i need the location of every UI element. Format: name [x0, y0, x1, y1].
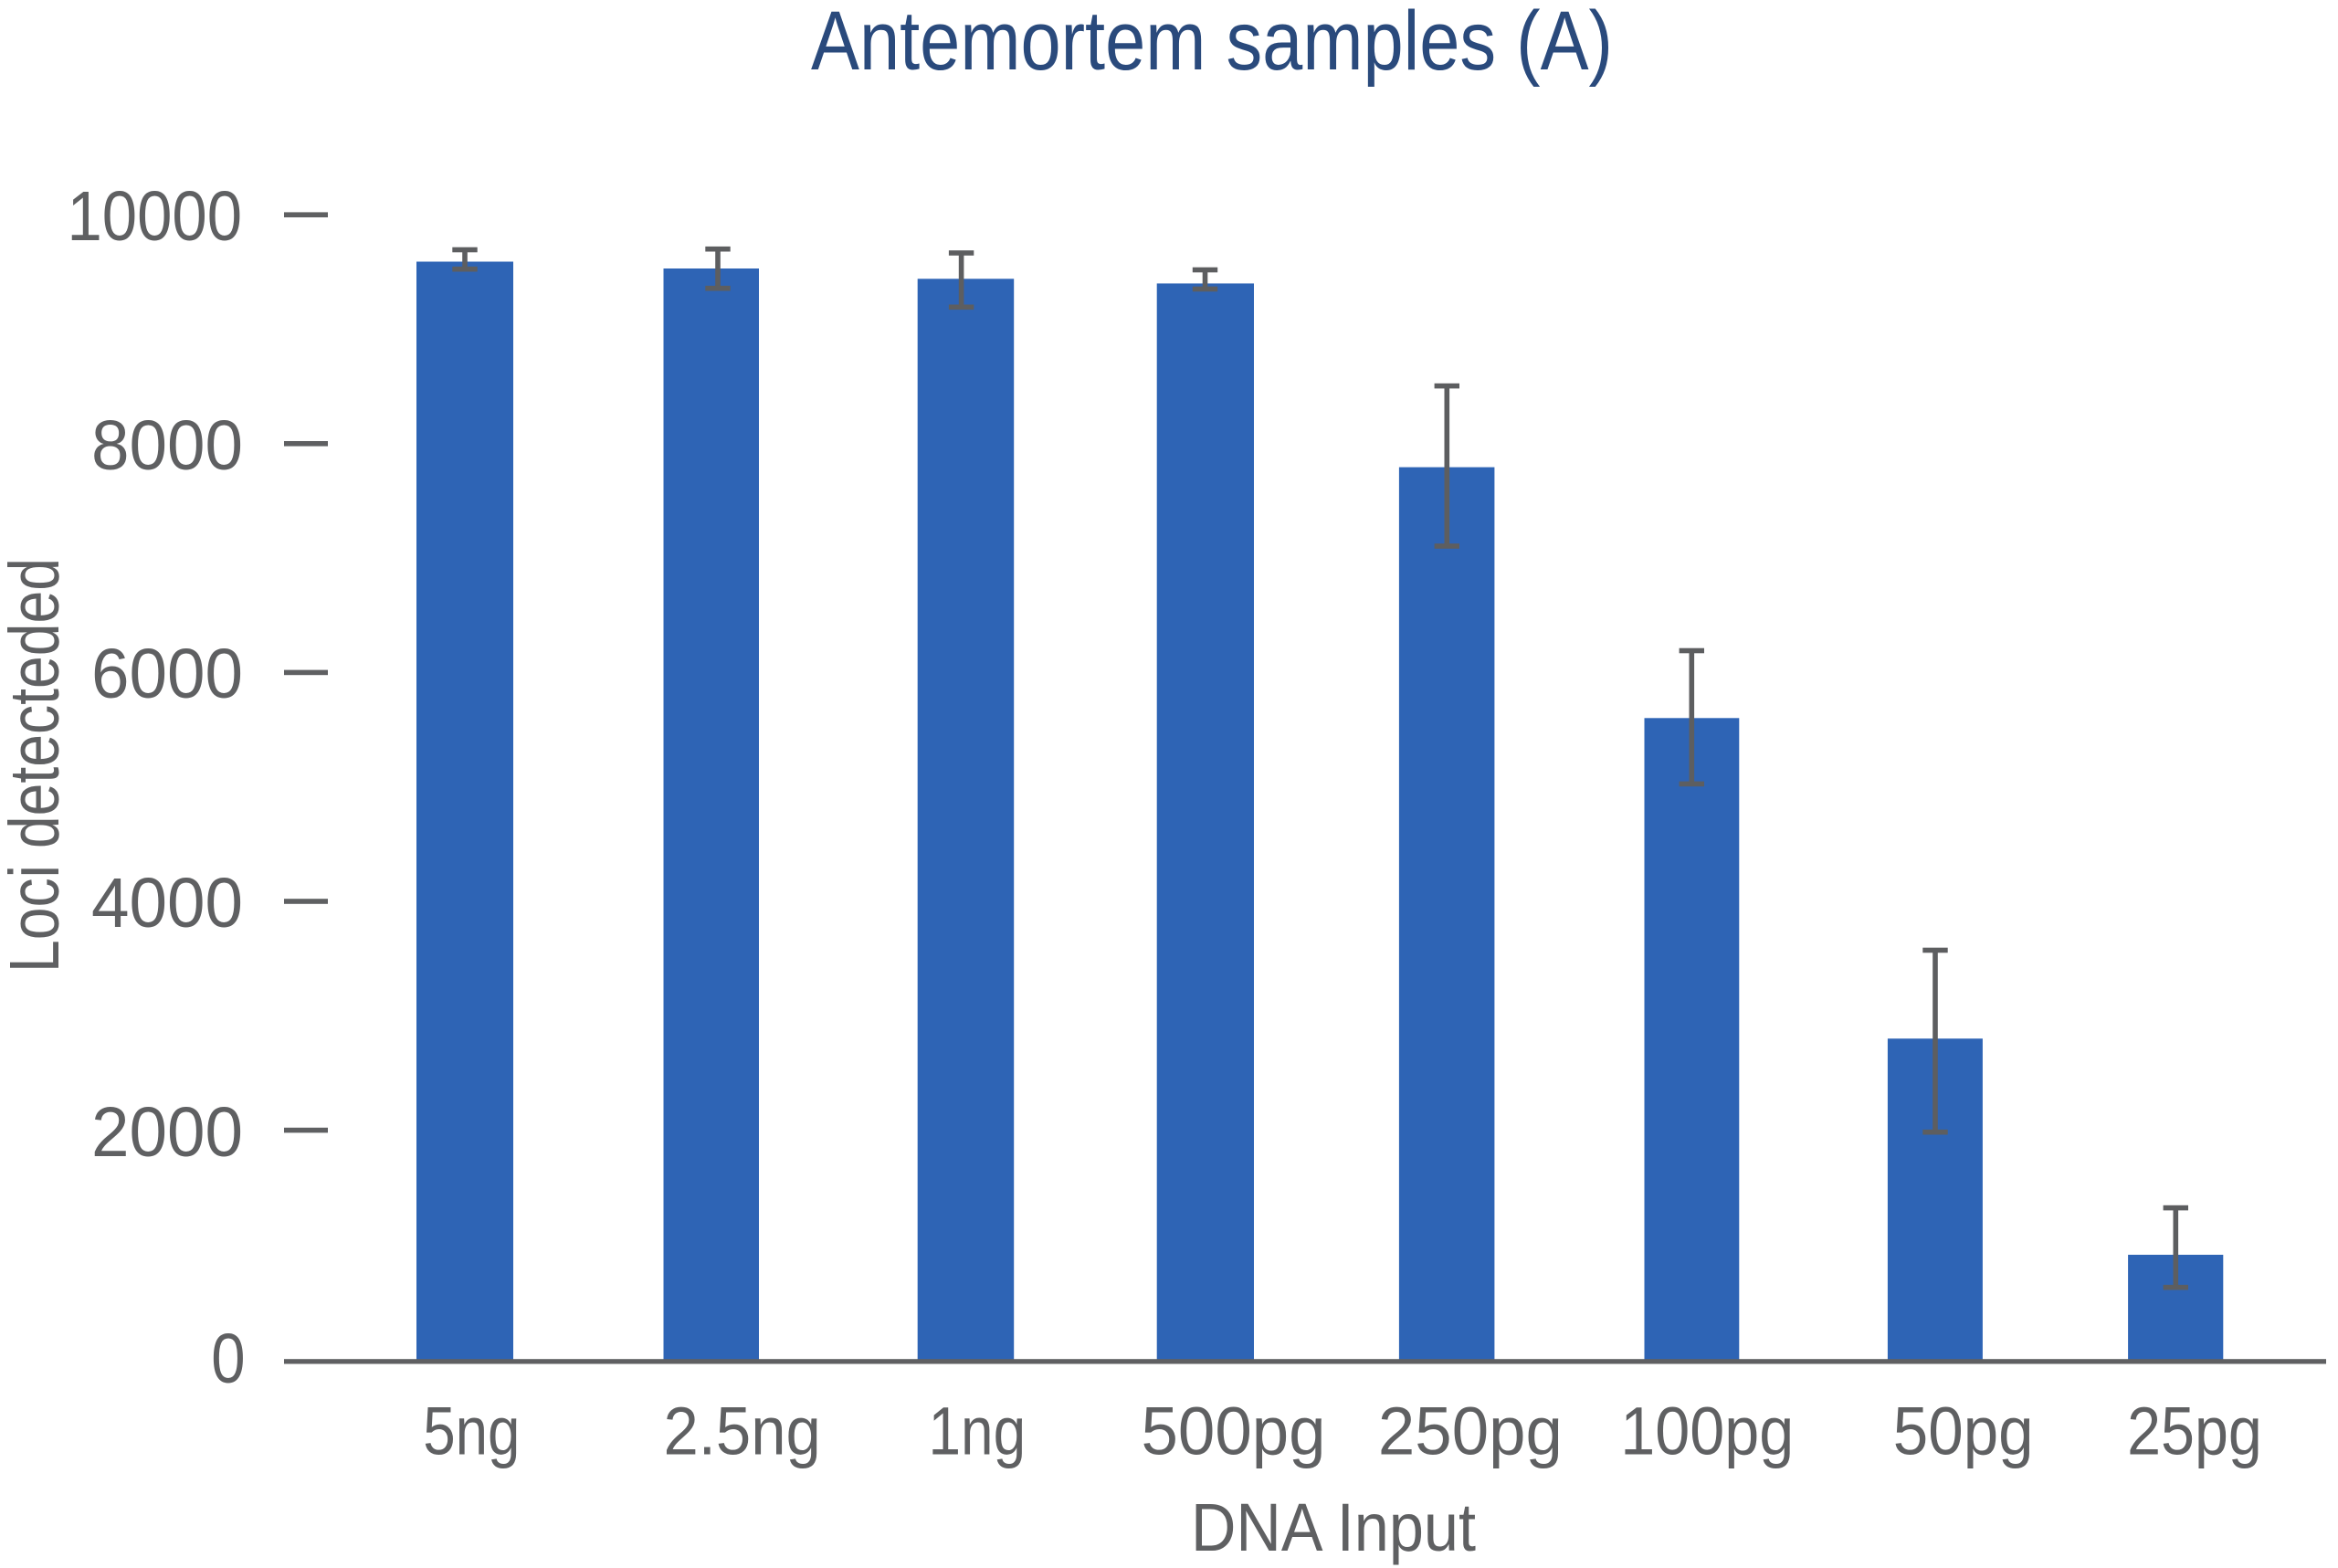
svg-text:Antemortem samples (A): Antemortem samples (A) — [811, 0, 1613, 88]
svg-text:Loci detecteded: Loci detecteded — [0, 558, 74, 973]
svg-text:2000: 2000 — [91, 1093, 243, 1172]
svg-text:5ng: 5ng — [423, 1394, 520, 1469]
svg-text:4000: 4000 — [91, 864, 243, 942]
svg-text:10000: 10000 — [68, 177, 243, 256]
svg-text:6000: 6000 — [91, 635, 243, 713]
svg-text:500pg: 500pg — [1142, 1394, 1326, 1469]
svg-text:100pg: 100pg — [1620, 1394, 1794, 1469]
svg-text:8000: 8000 — [91, 406, 243, 485]
svg-text:50pg: 50pg — [1893, 1394, 2034, 1469]
svg-text:25pg: 25pg — [2127, 1394, 2262, 1469]
svg-text:1ng: 1ng — [929, 1394, 1027, 1469]
svg-text:DNA Input: DNA Input — [1191, 1489, 1476, 1565]
svg-text:0: 0 — [211, 1320, 245, 1398]
svg-text:2.5ng: 2.5ng — [664, 1394, 821, 1469]
svg-text:250pg: 250pg — [1378, 1394, 1563, 1469]
